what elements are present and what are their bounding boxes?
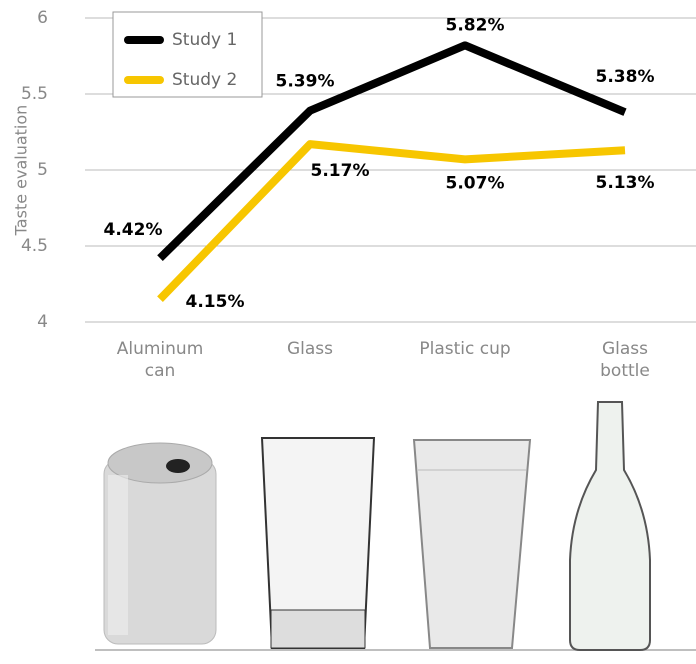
- data-label: 5.38%: [596, 67, 655, 87]
- data-label: 5.82%: [446, 15, 505, 35]
- data-label: 5.13%: [596, 173, 655, 193]
- y-tick-label: 5.5: [21, 84, 48, 104]
- legend: Study 1 Study 2: [112, 11, 263, 98]
- can-image: [103, 442, 217, 645]
- product-images: [95, 401, 696, 651]
- data-label: 4.42%: [104, 220, 163, 240]
- data-label: 4.15%: [186, 292, 245, 312]
- plastic-cup-image: [412, 439, 532, 649]
- y-tick-label: 6: [37, 8, 48, 28]
- glass-image: [260, 437, 376, 649]
- x-tick-label: Aluminum can: [116, 339, 204, 381]
- data-label: 5.17%: [311, 161, 370, 181]
- y-tick-label: 5: [37, 160, 48, 180]
- x-tick-label: Plastic cup: [419, 339, 511, 359]
- data-label: 5.07%: [446, 173, 505, 193]
- y-tick-label: 4: [37, 312, 48, 332]
- series-line: [157, 41, 627, 262]
- data-label: 5.39%: [276, 72, 335, 92]
- series-line: [157, 140, 626, 302]
- bottle-image: [569, 401, 651, 651]
- x-tick-label: Glass bottle: [600, 339, 650, 381]
- y-axis-label: Taste evaluation: [12, 105, 31, 237]
- legend-label: Study 2: [172, 70, 237, 90]
- x-tick-label: Glass: [286, 339, 334, 359]
- legend-label: Study 1: [172, 30, 237, 50]
- y-tick-label: 4.5: [21, 236, 48, 256]
